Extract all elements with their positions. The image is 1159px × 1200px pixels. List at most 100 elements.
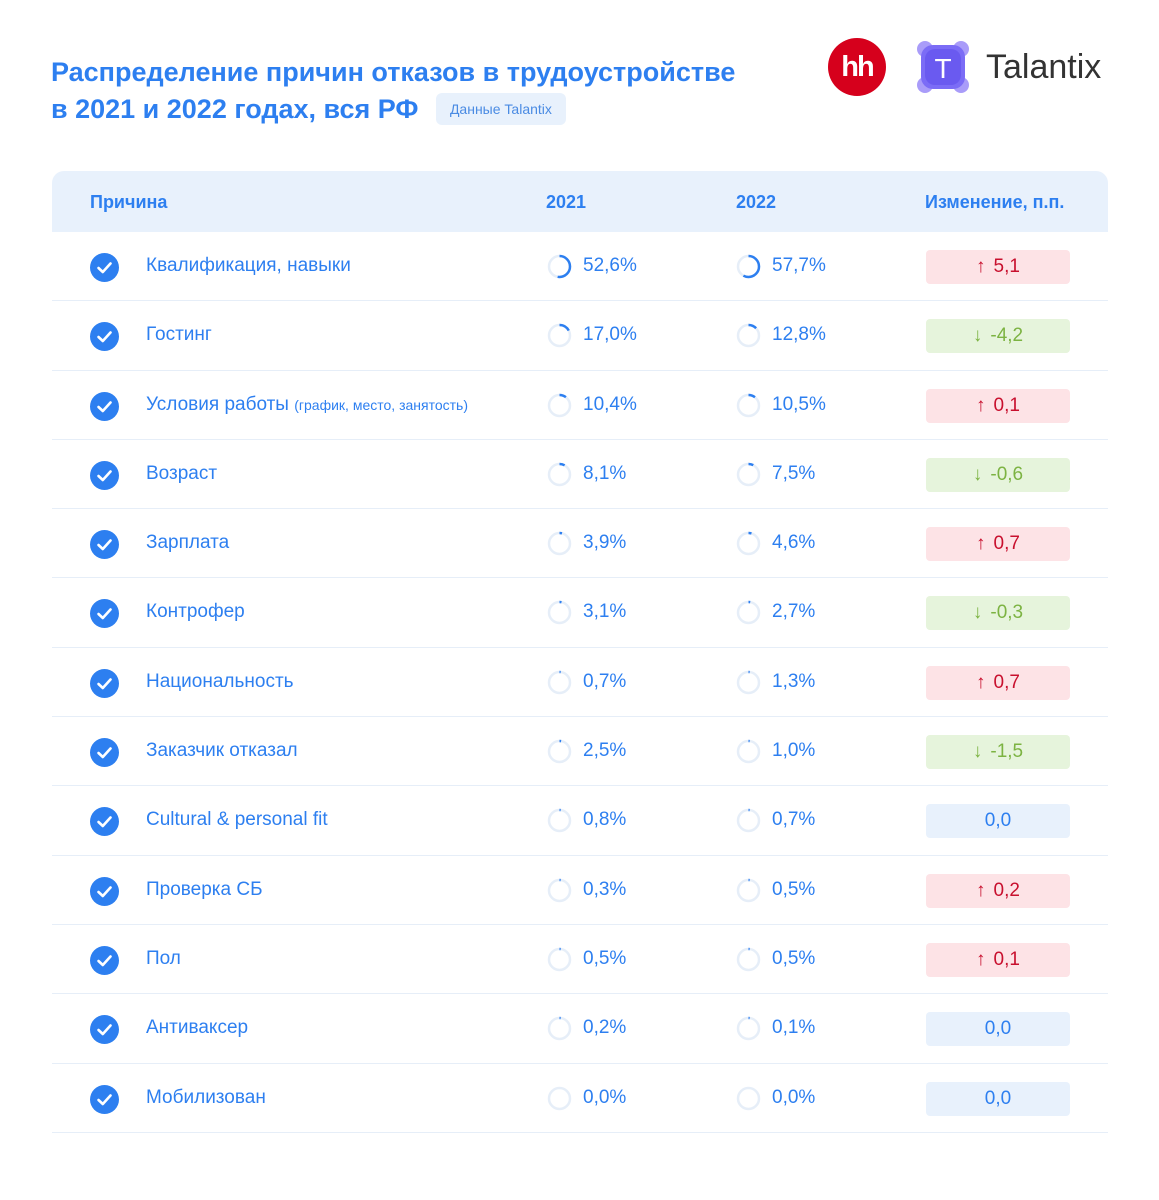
change-value: 0,1 (993, 948, 1020, 970)
table-row: Национальность 0,7% 1,3% ↑ 0,7 (52, 648, 1108, 718)
pie-2022 (736, 878, 761, 902)
pie-2022 (736, 809, 761, 833)
change-value: 0,7 (993, 671, 1020, 693)
pie-2021 (547, 462, 572, 487)
value-2021: 0,8% (583, 809, 627, 831)
change-badge: ↓ -0,3 (926, 596, 1070, 631)
pie-2021-arc (547, 462, 572, 487)
checkmark-icon (90, 322, 119, 352)
pie-2022-arc (736, 254, 761, 279)
pie-2021-arc (547, 670, 572, 695)
pie-2022-arc (736, 809, 761, 833)
table-row: Мобилизован 0,0% 0,0% 0,0 (52, 1064, 1108, 1133)
value-2022: 57,7% (772, 255, 826, 276)
reason-text: Зарплата (146, 532, 230, 554)
value-2021: 0,0% (583, 1086, 627, 1108)
arrow-up-icon: ↑ (976, 394, 986, 416)
pie-2022-arc (736, 670, 761, 695)
value-2022: 10,5% (772, 393, 826, 415)
arrow-up-icon: ↑ (976, 533, 986, 555)
change-badge: ↑ 0,7 (926, 527, 1070, 562)
pie-2021 (547, 809, 572, 833)
checkmark-icon (90, 460, 119, 490)
value-2021: 52,6% (583, 255, 637, 276)
pie-2022 (736, 393, 761, 417)
checkmark-icon (90, 876, 119, 906)
reason-label: Пол (146, 948, 181, 970)
value-2022: 12,8% (772, 324, 826, 346)
value-2022: 0,1% (772, 1017, 816, 1039)
reason-label: Контрофер (146, 601, 245, 623)
pie-2021-arc (547, 324, 572, 348)
reason-label: Cultural & personal fit (146, 809, 328, 831)
value-2021: 8,1% (583, 462, 627, 484)
pie-2021 (547, 670, 572, 695)
pie-2022 (736, 1086, 761, 1110)
title-line-2: в 2021 и 2022 годах, вся РФ Данные Talan… (51, 91, 811, 128)
change-value: 0,1 (993, 394, 1020, 416)
talantix-logo-text: Talantix (986, 48, 1102, 86)
checkmark-icon (90, 530, 119, 560)
change-badge: ↑ 0,7 (926, 665, 1070, 700)
table-row: Квалификация, навыки 52,6% 57,7% ↑ 5,1 (52, 232, 1108, 302)
pie-2022 (736, 670, 761, 695)
table-row: Пол 0,5% 0,5% ↑ 0,1 (52, 925, 1108, 995)
pie-2022-arc (736, 324, 761, 348)
reason-text: Проверка СБ (146, 878, 263, 900)
value-2021: 0,5% (583, 947, 627, 969)
reason-label: Заказчик отказал (146, 740, 298, 762)
change-badge: ↑ 0,2 (926, 873, 1070, 908)
change-value: 0,2 (993, 879, 1020, 901)
pie-2021 (547, 324, 572, 348)
column-header-2021: 2021 (546, 192, 587, 212)
hh-logo-text: hh (841, 50, 874, 83)
pie-2022-arc (736, 1017, 761, 1041)
reason-note: (график, место, занятость) (294, 396, 468, 413)
table-body: Квалификация, навыки 52,6% 57,7% ↑ 5,1 Гостин… (52, 232, 1108, 1133)
value-2022: 0,5% (772, 947, 816, 969)
reason-label: Мобилизован (146, 1087, 266, 1109)
reason-label: Возраст (146, 463, 217, 485)
talantix-logo-icon: T (917, 41, 969, 93)
change-value: 0,7 (993, 533, 1020, 555)
checkmark-icon (90, 1015, 119, 1045)
reason-label: Условия работы (график, место, занятость… (146, 394, 468, 416)
pie-2022 (736, 531, 761, 556)
value-2022: 0,5% (772, 878, 816, 900)
title-line-1: Распределение причин отказов в трудоустр… (51, 57, 736, 87)
talantix-logo-letter: T (934, 53, 951, 84)
value-2022: 1,0% (772, 740, 816, 762)
pie-2021-arc (547, 739, 572, 764)
arrow-up-icon: ↑ (976, 256, 986, 277)
pie-2022-arc (736, 531, 761, 556)
pie-2022-arc (736, 878, 761, 902)
reason-text: Мобилизован (146, 1086, 266, 1108)
pie-2022 (736, 462, 761, 487)
reasons-table: Причина 2021 2022 Изменение, п.п. Квалиф… (52, 171, 1108, 1133)
change-value: -1,5 (990, 741, 1024, 763)
value-2021: 0,7% (583, 670, 627, 692)
checkmark-icon (90, 945, 119, 975)
value-2022: 1,3% (772, 670, 816, 692)
pie-2022 (736, 947, 761, 972)
value-2022: 2,7% (772, 601, 816, 623)
pie-2021 (547, 601, 572, 625)
arrow-down-icon: ↓ (972, 463, 983, 485)
reason-label: Гостинг (146, 324, 212, 346)
reason-label: Национальность (146, 671, 294, 693)
page-title: Распределение причин отказов в трудоустр… (51, 54, 811, 128)
checkmark-icon (90, 738, 119, 768)
value-2021: 3,1% (583, 601, 627, 623)
reason-label: Квалификация, навыки (146, 255, 351, 277)
reason-text: Пол (146, 947, 181, 969)
arrow-up-icon: ↑ (976, 948, 986, 970)
hh-logo: hh (828, 38, 886, 96)
reason-text: Квалификация, навыки (146, 255, 351, 276)
pie-2021 (547, 1086, 572, 1110)
pie-2021 (547, 878, 572, 902)
change-value: 5,1 (993, 256, 1020, 277)
reason-text: Заказчик отказал (146, 740, 298, 762)
reason-text: Национальность (146, 670, 294, 692)
checkmark-icon (90, 253, 119, 282)
pie-2021-arc (547, 878, 572, 902)
